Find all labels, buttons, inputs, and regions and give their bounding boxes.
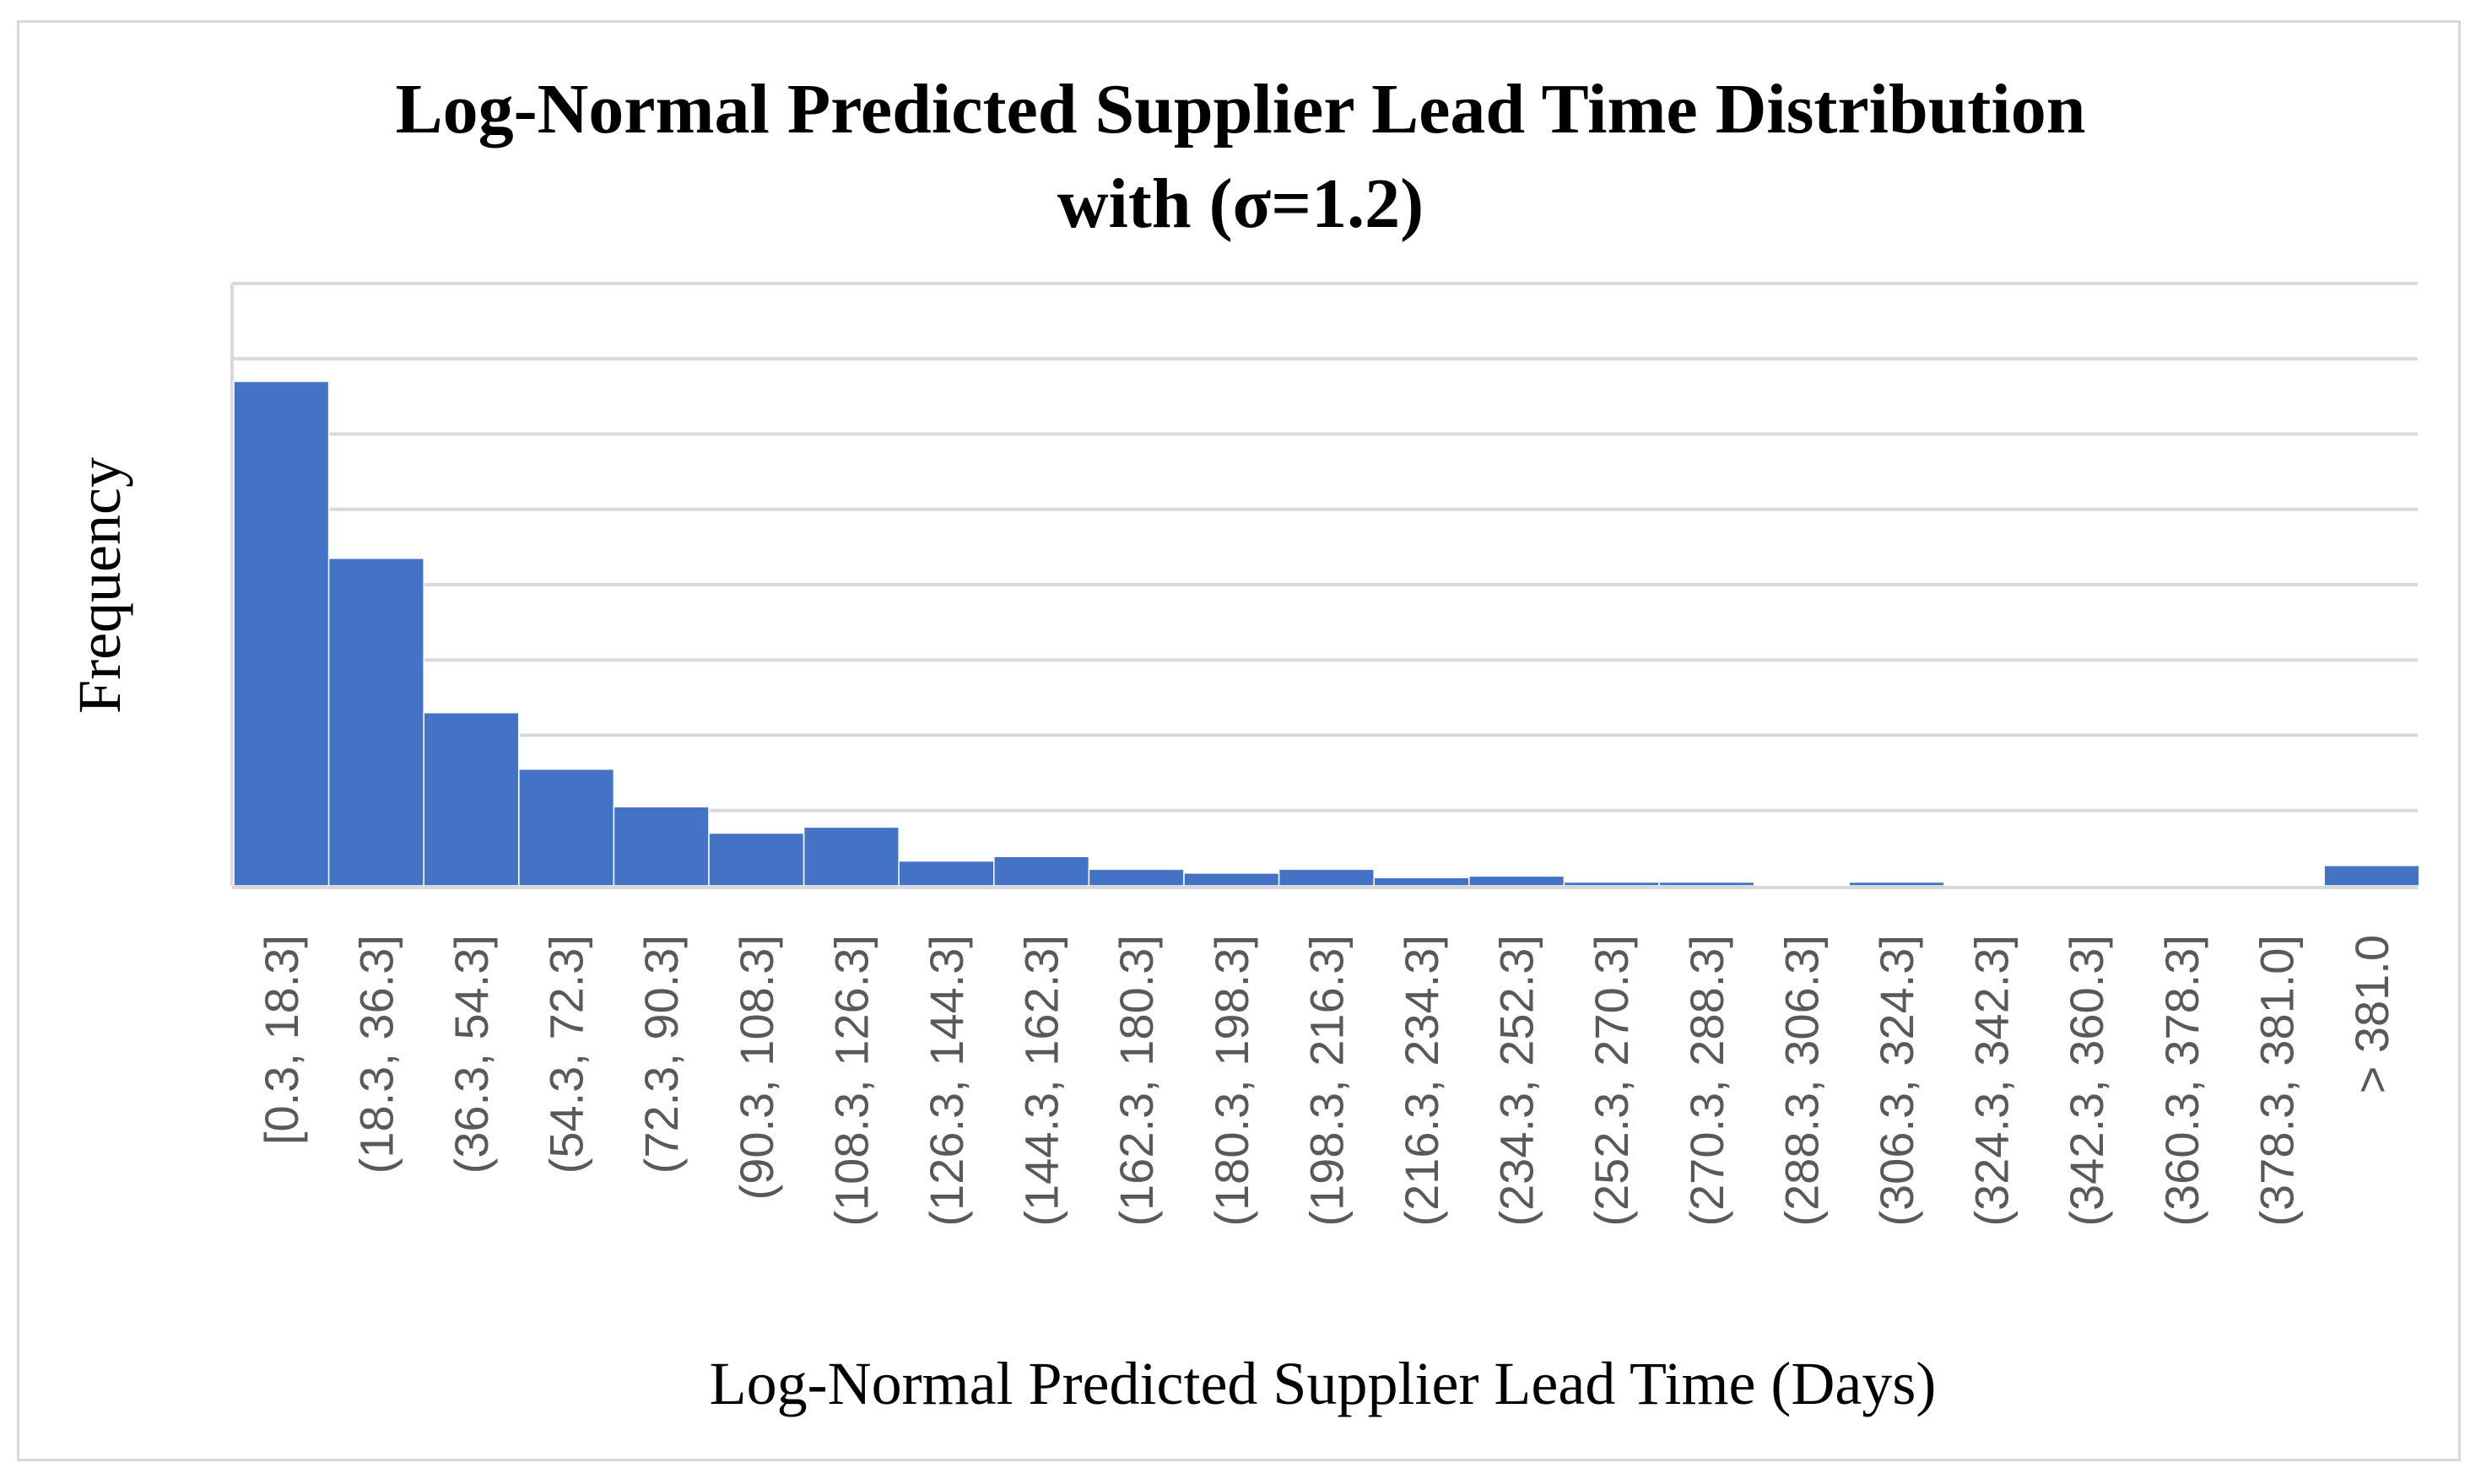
x-tick-label: (90.3, 108.3] <box>730 935 783 1200</box>
chart-title: with (σ=1.2) <box>1057 165 1424 243</box>
x-tick-label: (270.3, 288.3] <box>1680 935 1733 1227</box>
x-tick-label: (18.3, 36.3] <box>349 935 403 1174</box>
x-tick-label: (216.3, 234.3] <box>1395 935 1448 1227</box>
histogram-bar <box>1658 881 1755 887</box>
histogram-bar <box>613 806 710 887</box>
x-axis-label: Log-Normal Predicted Supplier Lead Time … <box>709 1350 1937 1417</box>
x-tick-label: (360.3, 378.3] <box>2155 935 2208 1227</box>
histogram-bar <box>1088 868 1185 887</box>
histogram-bar <box>2323 865 2420 887</box>
x-tick-label: (144.3, 162.3] <box>1015 935 1068 1227</box>
x-tick-label: (36.3, 54.3] <box>445 935 498 1174</box>
histogram-bar <box>1563 881 1660 887</box>
x-tick-label: (126.3, 144.3] <box>920 935 973 1227</box>
histogram-bar <box>708 832 805 887</box>
x-tick-label: (108.3, 126.3] <box>824 935 878 1227</box>
histogram-bar <box>1183 872 1280 887</box>
x-tick-label: (324.3, 342.3] <box>1965 935 2019 1227</box>
histogram-bar <box>1468 875 1565 887</box>
histogram-bar <box>803 826 900 887</box>
x-tick-label: > 381.0 <box>2345 935 2398 1093</box>
x-tick-label: (198.3, 216.3] <box>1300 935 1353 1227</box>
histogram-bar <box>1373 877 1470 887</box>
x-tick-label: [0.3, 18.3] <box>255 935 308 1145</box>
x-tick-label: (72.3, 90.3] <box>635 935 688 1174</box>
x-tick-label: (54.3, 72.3] <box>540 935 593 1174</box>
x-tick-label: (342.3, 360.3] <box>2060 935 2113 1227</box>
x-tick-label: (234.3, 252.3] <box>1490 935 1543 1227</box>
x-tick-label: (288.3, 306.3] <box>1775 935 1828 1227</box>
histogram-bar <box>423 711 520 887</box>
histogram-bar <box>993 855 1090 887</box>
histogram-bar <box>1848 881 1945 887</box>
histogram-bar <box>233 380 330 887</box>
histogram-bar <box>518 768 615 887</box>
chart-title: Log-Normal Predicted Supplier Lead Time … <box>395 70 2086 148</box>
x-tick-label: (252.3, 270.3] <box>1585 935 1638 1227</box>
histogram-bar <box>898 860 995 887</box>
histogram-bar <box>327 558 424 887</box>
x-tick-label: (306.3, 324.3] <box>1870 935 1923 1227</box>
x-tick-label: (162.3, 180.3] <box>1110 935 1163 1227</box>
histogram-bar <box>1278 868 1375 887</box>
x-tick-label: (180.3, 198.3] <box>1205 935 1258 1227</box>
x-tick-label: (378.3, 381.0] <box>2250 935 2303 1227</box>
